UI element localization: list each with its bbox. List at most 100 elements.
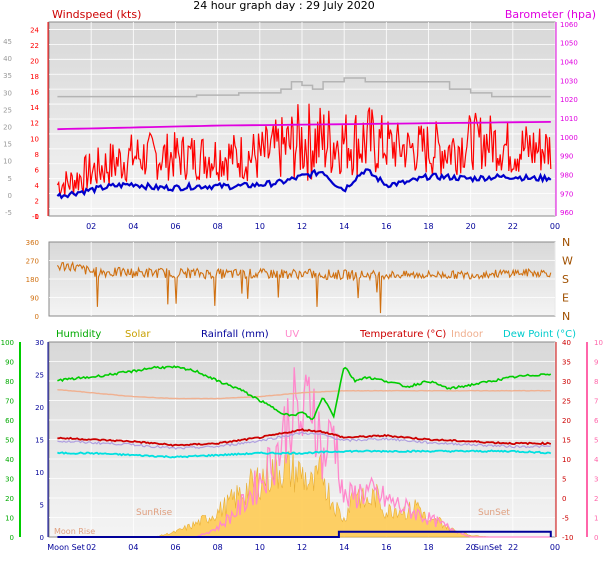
temperature-tick-label: -10 xyxy=(562,534,573,542)
humidity-line xyxy=(57,365,552,421)
temperature-tick-label: 40 xyxy=(562,339,571,347)
humidity-tick-label: 10 xyxy=(5,515,14,523)
x-tick-label: 22 xyxy=(508,222,518,231)
temperature-tick-label: 30 xyxy=(562,378,571,386)
compass-label: W xyxy=(562,255,573,268)
humidity-tick-label: 30 xyxy=(5,476,14,484)
uv-tick-label: 7 xyxy=(594,398,598,406)
temperature-line xyxy=(57,428,552,447)
direction-tick-label: 90 xyxy=(30,295,39,303)
x-tick-label: 10 xyxy=(255,543,265,552)
x-tick-label: 20 xyxy=(466,543,476,552)
y2-tick-label: 980 xyxy=(560,172,573,180)
windspeed-line xyxy=(56,103,552,197)
y-tick-label: -1 xyxy=(32,213,39,221)
moon-set-label: Moon Set xyxy=(47,543,84,552)
humidity-tick-label: 100 xyxy=(1,339,14,347)
rainfall-line xyxy=(57,530,552,538)
direction-tick-label: 270 xyxy=(26,258,39,266)
rain-tick-label: 25 xyxy=(35,372,44,380)
outer-tick-label: 45 xyxy=(3,38,12,46)
temperature-tick-label: 10 xyxy=(562,456,571,464)
rain-tick-label: 10 xyxy=(35,469,44,477)
x-tick-label: 04 xyxy=(128,543,138,552)
y-tick-label: 24 xyxy=(30,26,39,34)
compass-label: N xyxy=(562,310,570,323)
x-tick-label: 12 xyxy=(297,543,307,552)
page-title: 24 hour graph day : 29 July 2020 xyxy=(193,0,375,12)
direction-tick-label: 0 xyxy=(35,313,39,321)
y2-tick-label: 970 xyxy=(560,190,573,198)
y2-tick-label: 1020 xyxy=(560,96,578,104)
x-tick-label: 14 xyxy=(339,222,349,231)
compass-label: N xyxy=(562,236,570,249)
legend-entry: Temperature (°C) xyxy=(359,329,446,340)
x-tick-label: 22 xyxy=(508,543,518,552)
x-tick-label: 08 xyxy=(213,222,223,231)
y-tick-label: 2 xyxy=(35,197,39,205)
temperature-tick-label: 5 xyxy=(562,476,566,484)
sunset-axis-label: SunSet xyxy=(474,543,502,552)
compass-label: S xyxy=(562,273,569,286)
barometer-line xyxy=(57,121,551,131)
uv-tick-label: 1 xyxy=(594,515,598,523)
temperature-tick-label: 35 xyxy=(562,359,571,367)
compass-label: E xyxy=(562,292,569,305)
y-tick-label: 20 xyxy=(30,58,39,66)
uv-tick-label: 4 xyxy=(594,456,599,464)
x-tick-label: 10 xyxy=(255,222,265,231)
y-tick-label: 16 xyxy=(30,89,39,97)
x-tick-label: 00 xyxy=(550,222,560,231)
direction-tick-label: 360 xyxy=(26,239,39,247)
y2-tick-label: 990 xyxy=(560,153,573,161)
gust-line xyxy=(57,77,551,98)
y-tick-label: 14 xyxy=(30,104,39,112)
temperature-tick-label: 15 xyxy=(562,437,571,445)
direction-tick-label: 180 xyxy=(26,276,39,284)
humidity-tick-label: 20 xyxy=(5,495,14,503)
y2-tick-label: 1040 xyxy=(560,59,578,67)
temperature-tick-label: 20 xyxy=(562,417,571,425)
outer-tick-label: 40 xyxy=(3,55,12,63)
y2-tick-label: 1000 xyxy=(560,134,578,142)
legend-entry: Solar xyxy=(125,329,151,340)
x-tick-label: 12 xyxy=(297,222,307,231)
barometer-axis-title: Barometer (hpa) xyxy=(505,8,596,21)
humidity-tick-label: 70 xyxy=(5,398,14,406)
uv-tick-label: 9 xyxy=(594,359,598,367)
rain-tick-label: 0 xyxy=(40,534,44,542)
dewpoint-line xyxy=(57,449,552,459)
temperature-tick-label: 0 xyxy=(562,495,566,503)
uv-tick-label: 10 xyxy=(594,339,603,347)
rain-tick-label: 15 xyxy=(35,437,44,445)
uv-tick-label: 6 xyxy=(594,417,599,425)
y2-tick-label: 1030 xyxy=(560,77,578,85)
x-tick-label: 16 xyxy=(381,222,391,231)
temperature-tick-label: -5 xyxy=(562,515,569,523)
legend-entry: Dew Point (°C) xyxy=(503,329,576,340)
humidity-tick-label: 40 xyxy=(5,456,14,464)
y-tick-label: 10 xyxy=(30,135,39,143)
x-tick-label: 06 xyxy=(170,543,180,552)
y-tick-label: 0 xyxy=(35,213,39,221)
uv-tick-label: 5 xyxy=(594,437,598,445)
outer-tick-label: 30 xyxy=(3,89,12,97)
y2-tick-label: 1010 xyxy=(560,115,578,123)
x-tick-label: 08 xyxy=(213,543,223,552)
outer-tick-label: -5 xyxy=(5,209,12,217)
x-tick-label: 14 xyxy=(339,543,349,552)
legend-entry: Indoor xyxy=(451,329,484,340)
humidity-tick-label: 90 xyxy=(5,359,14,367)
y-tick-label: 4 xyxy=(35,182,40,190)
x-tick-label: 16 xyxy=(381,543,391,552)
x-tick-label: 06 xyxy=(170,222,180,231)
sunrise-label: SunRise xyxy=(136,508,173,518)
x-tick-label: 02 xyxy=(86,222,96,231)
y-tick-label: 8 xyxy=(35,151,39,159)
rain-tick-label: 30 xyxy=(35,339,44,347)
sunset-label: SunSet xyxy=(478,508,510,518)
legend-entry: UV xyxy=(285,329,299,340)
y-tick-label: 12 xyxy=(30,120,39,128)
outer-tick-label: 35 xyxy=(3,72,12,80)
